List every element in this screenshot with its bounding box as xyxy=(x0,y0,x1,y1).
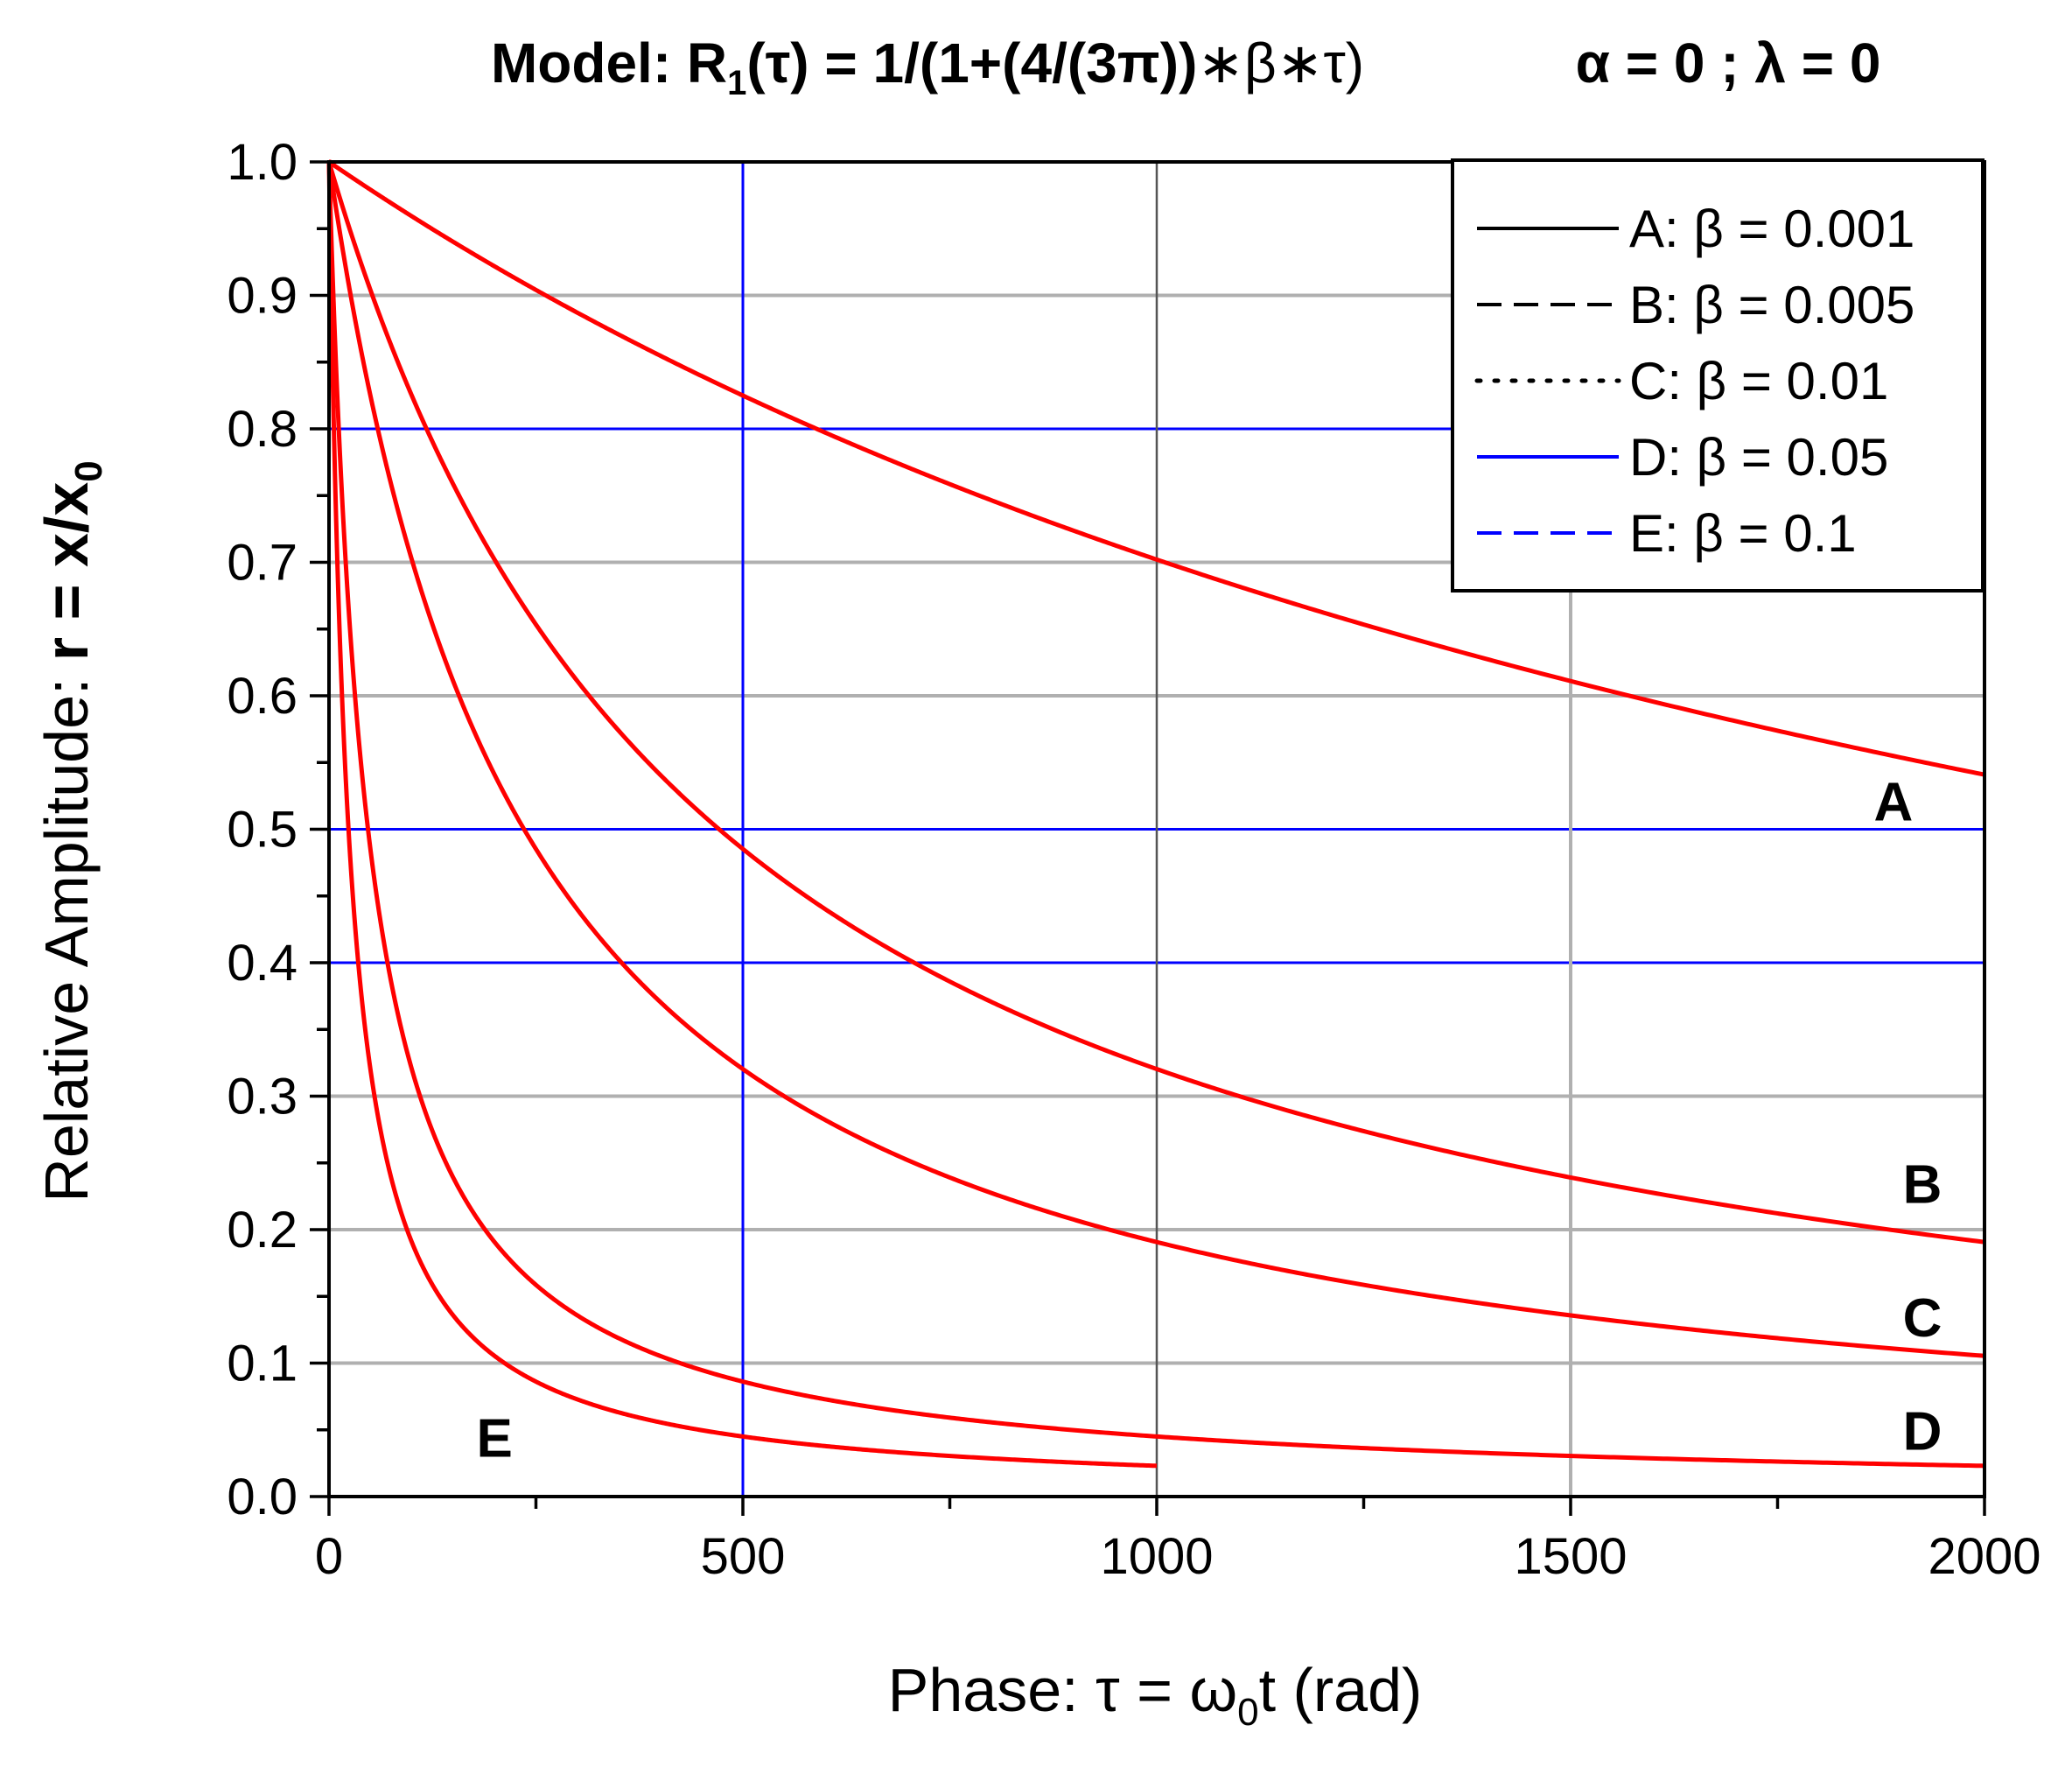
series-line-E xyxy=(326,162,1158,1469)
curve-letter-D: D xyxy=(1903,1402,1942,1462)
y-tick-label: 0.7 xyxy=(227,535,298,592)
legend-label-E: E: β = 0.1 xyxy=(1629,504,1857,563)
curve-letter-B: B xyxy=(1903,1155,1942,1216)
y-tick-label: 0.5 xyxy=(227,802,298,859)
curve-labels: A B CD E xyxy=(477,773,1942,1469)
series-line-C xyxy=(326,161,1985,1358)
legend-label-D: D: β = 0.05 xyxy=(1629,428,1888,487)
curve-letter-C: C xyxy=(1903,1288,1942,1349)
curve-letter-E: E xyxy=(477,1408,513,1469)
curves xyxy=(326,159,1985,1469)
y-tick-label: 0.1 xyxy=(227,1336,298,1392)
chart-title-params: α = 0 ; λ = 0 xyxy=(1576,32,1881,95)
y-tick-label: 0.6 xyxy=(227,668,298,725)
y-tick-label: 0.4 xyxy=(227,935,298,992)
y-label-sub: 0 xyxy=(67,460,110,481)
x-tick-label: 500 xyxy=(701,1528,786,1585)
x-label-sub: 0 xyxy=(1237,1691,1258,1734)
y-axis-label: Relative Amplitude: r = x/x0 xyxy=(32,460,110,1202)
y-tick-label: 0.9 xyxy=(227,268,298,325)
series-line-B xyxy=(326,160,1985,1245)
legend-label-A: A: β = 0.001 xyxy=(1629,200,1914,258)
title-model-prefix: Model: R xyxy=(491,32,727,95)
x-tick-label: 1500 xyxy=(1514,1528,1627,1585)
y-label-bold: r = x/x xyxy=(32,482,101,661)
y-tick-label: 0.8 xyxy=(227,401,298,458)
legend-box xyxy=(1451,158,1984,593)
chart-title: Model: R1(τ) = 1/(1+(4/(3π))∗β∗τ) xyxy=(491,32,1364,102)
y-label-prefix: Relative Amplitude: xyxy=(32,661,101,1203)
y-tick-label: 0.2 xyxy=(227,1202,298,1259)
legend-label-C: C: β = 0.01 xyxy=(1629,352,1888,410)
title-model-tail: ∗β∗τ) xyxy=(1197,32,1364,95)
x-tick-label: 2000 xyxy=(1928,1528,2040,1585)
curve-letter-A: A xyxy=(1874,773,1914,833)
series-line-A xyxy=(326,159,1985,777)
x-tick-label: 0 xyxy=(315,1528,343,1585)
series-line-D xyxy=(326,161,1985,1469)
x-tick-label: 1000 xyxy=(1100,1528,1213,1585)
axes: 0 500 1000 1500 2000 0.0 0.1 0.2 0.3 0.4 0.5 0.6 0.7… xyxy=(227,134,2040,1585)
x-label-suffix: t (rad) xyxy=(1259,1656,1423,1724)
y-tick-label: 1.0 xyxy=(227,134,298,191)
legend-label-B: B: β = 0.005 xyxy=(1629,276,1914,334)
legend: A: β = 0.001 B: β = 0.005 C: β = 0.01 D: β … xyxy=(1451,158,1984,593)
x-axis-label: Phase: τ = ω0t (rad) xyxy=(888,1656,1423,1734)
y-tick-label: 0.0 xyxy=(227,1469,298,1525)
title-model-sub: 1 xyxy=(727,64,746,102)
title-model-tau: (τ) = 1/(1+(4/(3π)) xyxy=(746,32,1197,95)
x-label-prefix: Phase: τ = ω xyxy=(888,1656,1237,1724)
y-tick-label: 0.3 xyxy=(227,1069,298,1125)
